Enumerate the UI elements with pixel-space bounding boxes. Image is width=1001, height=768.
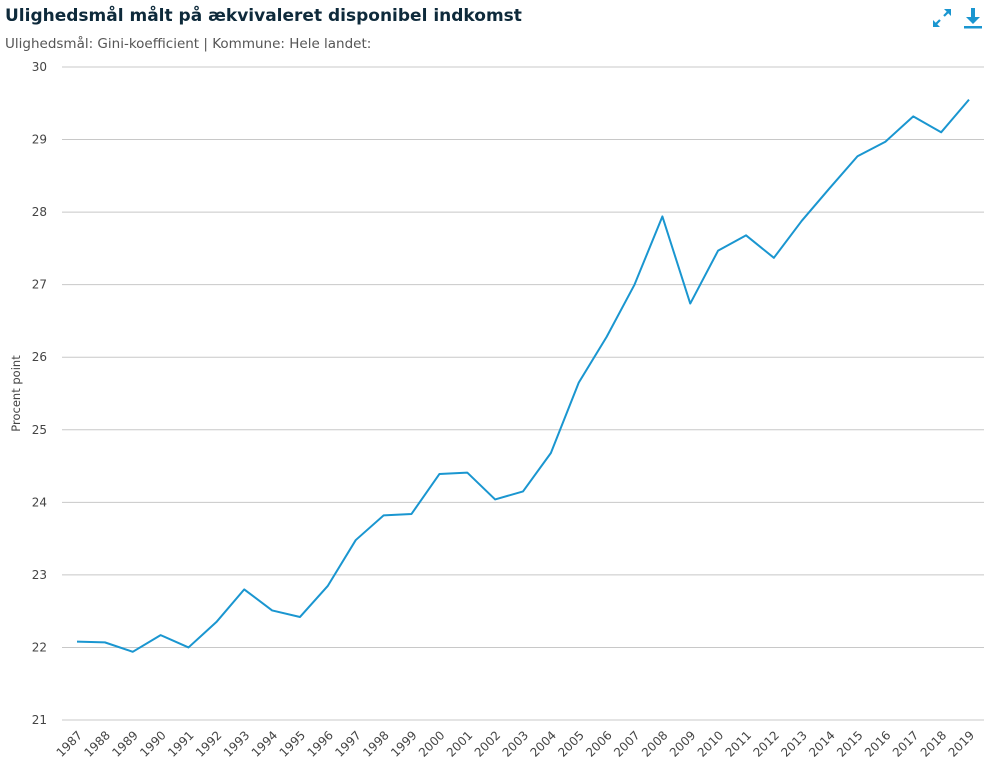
x-tick-label: 2015 — [834, 728, 865, 759]
x-tick-label: 1991 — [165, 728, 196, 759]
data-point-1996[interactable] — [324, 582, 332, 590]
x-tick-label: 2018 — [918, 728, 949, 759]
data-point-2011[interactable] — [742, 231, 750, 239]
data-point-1989[interactable] — [129, 648, 137, 656]
y-tick-label: 24 — [32, 495, 47, 509]
x-tick-label: 2014 — [806, 728, 837, 759]
x-tick-label: 2002 — [472, 728, 503, 759]
data-point-1997[interactable] — [352, 536, 360, 544]
data-point-1995[interactable] — [296, 613, 304, 621]
x-tick-label: 1995 — [277, 728, 308, 759]
x-tick-label: 2007 — [611, 728, 642, 759]
data-point-2001[interactable] — [463, 469, 471, 477]
data-point-2018[interactable] — [937, 128, 945, 136]
data-point-2008[interactable] — [658, 212, 666, 220]
y-axis-tick-labels: 21 22 23 24 25 26 27 28 29 30 — [32, 60, 47, 727]
series-layer — [73, 96, 973, 656]
data-point-1994[interactable] — [268, 606, 276, 614]
x-tick-label: 2012 — [750, 728, 781, 759]
y-tick-label: 27 — [32, 278, 47, 292]
data-point-2009[interactable] — [686, 300, 694, 308]
data-point-1987[interactable] — [73, 638, 81, 646]
x-tick-label: 2017 — [890, 728, 921, 759]
data-point-2005[interactable] — [575, 379, 583, 387]
x-tick-label: 1989 — [109, 728, 140, 759]
y-tick-label: 21 — [32, 713, 47, 727]
x-tick-label: 1994 — [249, 728, 280, 759]
data-point-1999[interactable] — [408, 510, 416, 518]
x-tick-label: 1996 — [304, 728, 335, 759]
download-arrow-icon[interactable] — [961, 6, 985, 30]
x-tick-label: 2005 — [555, 728, 586, 759]
data-point-1988[interactable] — [101, 638, 109, 646]
y-tick-label: 23 — [32, 568, 47, 582]
data-point-2003[interactable] — [519, 487, 527, 495]
x-tick-label: 1997 — [332, 728, 363, 759]
x-tick-label: 2004 — [527, 728, 558, 759]
x-tick-label: 2010 — [695, 728, 726, 759]
data-point-2004[interactable] — [547, 449, 555, 457]
x-tick-label: 1998 — [360, 728, 391, 759]
data-point-1998[interactable] — [380, 511, 388, 519]
y-tick-label: 29 — [32, 133, 47, 147]
x-tick-label: 2019 — [946, 728, 977, 759]
expand-arrows-icon[interactable] — [930, 6, 954, 30]
data-point-2017[interactable] — [909, 112, 917, 120]
x-tick-label: 1987 — [54, 728, 85, 759]
x-tick-label: 1992 — [193, 728, 224, 759]
data-point-2010[interactable] — [714, 247, 722, 255]
x-tick-label: 2016 — [862, 728, 893, 759]
x-axis-tick-labels: 1987198819891990199119921993199419951996… — [54, 728, 977, 759]
x-tick-label: 2013 — [778, 728, 809, 759]
data-point-2007[interactable] — [631, 281, 639, 289]
x-tick-label: 2009 — [667, 728, 698, 759]
data-point-2015[interactable] — [854, 152, 862, 160]
chart-subtitle: Ulighedsmål: Gini-koefficient | Kommune:… — [5, 36, 372, 52]
x-tick-label: 1990 — [137, 728, 168, 759]
data-point-2013[interactable] — [798, 217, 806, 225]
data-point-2006[interactable] — [603, 333, 611, 341]
data-point-2000[interactable] — [435, 470, 443, 478]
x-tick-label: 2000 — [416, 728, 447, 759]
data-point-2016[interactable] — [881, 138, 889, 146]
x-tick-label: 1999 — [388, 728, 419, 759]
x-tick-label: 2008 — [639, 728, 670, 759]
data-point-2019[interactable] — [965, 96, 973, 104]
y-axis-label: Procent point — [9, 355, 23, 432]
series-line[interactable] — [76, 99, 970, 653]
data-point-2014[interactable] — [826, 184, 834, 192]
x-tick-label: 2006 — [583, 728, 614, 759]
data-point-2012[interactable] — [770, 254, 778, 262]
data-point-2002[interactable] — [491, 495, 499, 503]
x-tick-label: 2003 — [500, 728, 531, 759]
x-tick-label: 2001 — [444, 728, 475, 759]
y-tick-label: 28 — [32, 205, 47, 219]
grid-lines — [62, 66, 984, 721]
data-point-1990[interactable] — [157, 631, 165, 639]
chart-title: Ulighedsmål målt på ækvivaleret disponib… — [5, 6, 522, 26]
y-tick-label: 22 — [32, 640, 47, 654]
data-point-1991[interactable] — [185, 643, 193, 651]
y-tick-label: 30 — [32, 60, 47, 74]
x-tick-label: 1988 — [81, 728, 112, 759]
y-tick-label: 26 — [32, 350, 47, 364]
data-point-1993[interactable] — [240, 585, 248, 593]
data-point-1992[interactable] — [212, 618, 220, 626]
y-tick-label: 25 — [32, 423, 47, 437]
x-tick-label: 1993 — [221, 728, 252, 759]
x-tick-label: 2011 — [723, 728, 754, 759]
